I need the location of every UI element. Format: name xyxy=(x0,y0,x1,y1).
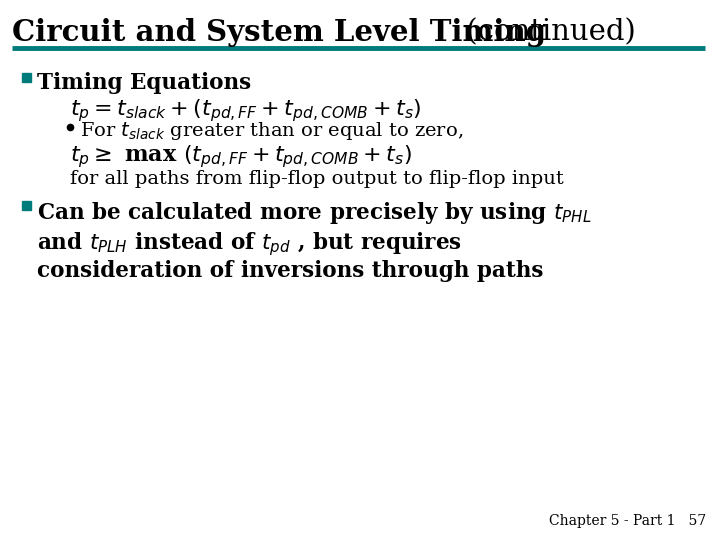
Text: Can be calculated more precisely by using $t_{PHL}$: Can be calculated more precisely by usin… xyxy=(37,200,592,226)
Text: For $t_{slack}$ greater than or equal to zero,: For $t_{slack}$ greater than or equal to… xyxy=(80,120,463,142)
Text: $t_p = t_{slack} + (t_{pd,FF} + t_{pd,COMB} + t_s)$: $t_p = t_{slack} + (t_{pd,FF} + t_{pd,CO… xyxy=(70,97,421,124)
Text: consideration of inversions through paths: consideration of inversions through path… xyxy=(37,260,544,282)
Bar xyxy=(22,73,31,82)
Text: $t_p \geq$ max $(t_{pd,FF} + t_{pd,COMB} + t_s)$: $t_p \geq$ max $(t_{pd,FF} + t_{pd,COMB}… xyxy=(70,143,412,170)
Text: Chapter 5 - Part 1   57: Chapter 5 - Part 1 57 xyxy=(549,514,706,528)
Text: (continued): (continued) xyxy=(457,18,636,46)
Text: Timing Equations: Timing Equations xyxy=(37,72,251,94)
Text: Circuit and System Level Timing: Circuit and System Level Timing xyxy=(12,18,546,47)
Bar xyxy=(22,201,31,210)
Text: for all paths from flip-flop output to flip-flop input: for all paths from flip-flop output to f… xyxy=(70,170,564,188)
Text: and $t_{PLH}$ instead of $t_{pd}$ , but requires: and $t_{PLH}$ instead of $t_{pd}$ , but … xyxy=(37,230,462,258)
